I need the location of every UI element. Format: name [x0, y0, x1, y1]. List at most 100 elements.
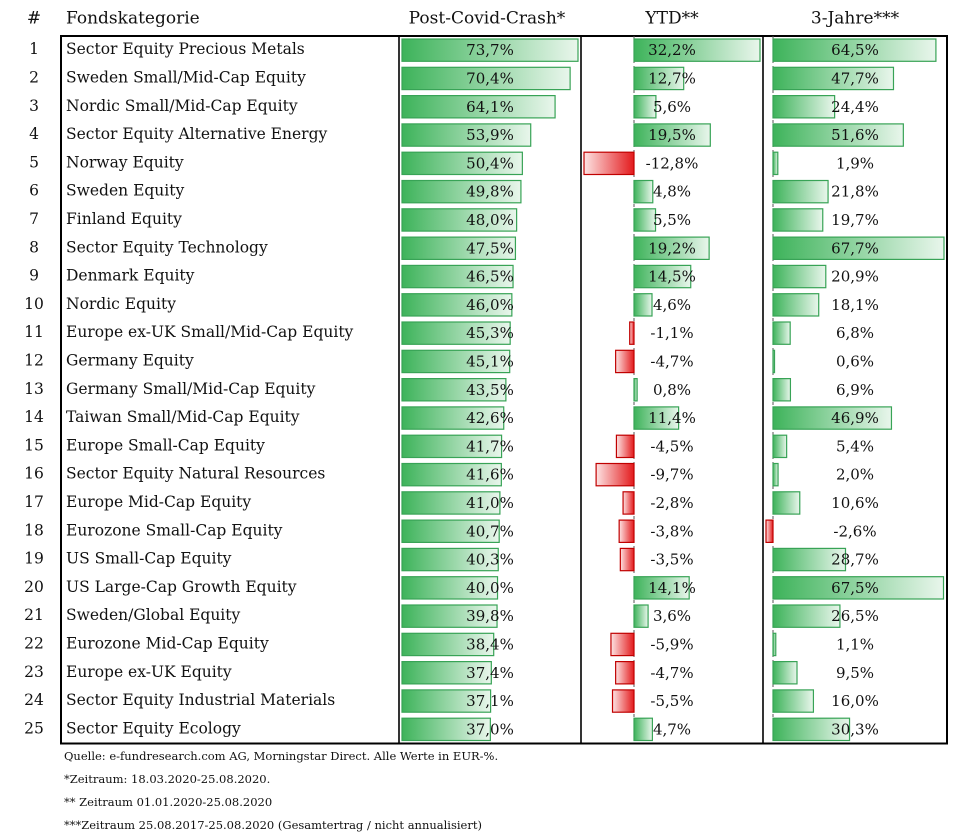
crash-value-label: 39,8%	[466, 607, 514, 625]
three_year-value-label: 47,7%	[831, 69, 879, 87]
three_year-bar	[773, 662, 797, 684]
ytd-bar	[634, 605, 648, 627]
rank-label: 2	[29, 68, 39, 86]
crash-value-label: 40,3%	[466, 551, 514, 569]
category-label: Finland Equity	[66, 210, 182, 228]
category-label: Nordic Small/Mid-Cap Equity	[66, 97, 298, 115]
category-label: Sector Equity Industrial Materials	[66, 691, 335, 709]
ytd-value-label: 14,1%	[648, 579, 696, 597]
category-label: US Small-Cap Equity	[66, 550, 232, 568]
crash-value-label: 73,7%	[466, 41, 514, 59]
ytd-value-label: -3,5%	[650, 551, 693, 569]
ytd-value-label: 32,2%	[648, 41, 696, 59]
three_year-bar	[773, 492, 800, 514]
rank-label: 1	[29, 40, 39, 58]
crash-value-label: 50,4%	[466, 154, 514, 172]
three_year-bar	[773, 181, 828, 203]
ytd-bar	[630, 322, 634, 344]
rank-label: 12	[24, 351, 44, 369]
rank-label: 22	[24, 634, 44, 652]
three_year-bar	[773, 322, 790, 344]
crash-value-label: 37,0%	[466, 720, 514, 738]
three_year-bar	[773, 265, 826, 287]
three_year-bar	[773, 294, 819, 316]
crash-value-label: 40,7%	[466, 522, 514, 540]
three_year-value-label: 26,5%	[831, 607, 879, 625]
crash-value-label: 46,5%	[466, 268, 514, 286]
category-label: Eurozone Small-Cap Equity	[66, 521, 283, 539]
three_year-value-label: 67,5%	[831, 579, 879, 597]
category-label: Europe Mid-Cap Equity	[66, 493, 251, 511]
three_year-value-label: 19,7%	[831, 211, 879, 229]
crash-value-label: 37,4%	[466, 664, 514, 682]
ytd-value-label: 5,5%	[653, 211, 691, 229]
header-post-covid-crash: Post-Covid-Crash*	[409, 9, 566, 29]
ytd-value-label: 4,8%	[653, 183, 691, 201]
three_year-value-label: 0,6%	[836, 352, 874, 370]
category-label: Sweden Small/Mid-Cap Equity	[66, 68, 306, 86]
three_year-value-label: 5,4%	[836, 437, 874, 455]
source-note: Quelle: e-fundresearch.com AG, Morningst…	[64, 749, 498, 763]
three_year-value-label: 51,6%	[831, 126, 879, 144]
crash-value-label: 42,6%	[466, 409, 514, 427]
footnote-3y-period: ***Zeitraum 25.08.2017-25.08.2020 (Gesam…	[64, 818, 482, 832]
three_year-bar	[773, 96, 835, 118]
crash-value-label: 49,8%	[466, 183, 514, 201]
ytd-value-label: 5,6%	[653, 98, 691, 116]
three_year-value-label: 24,4%	[831, 98, 879, 116]
ytd-bar	[616, 350, 634, 372]
rank-label: 5	[29, 153, 39, 171]
category-label: Eurozone Mid-Cap Equity	[66, 634, 269, 652]
category-label: Sector Equity Ecology	[66, 719, 241, 737]
rank-label: 21	[24, 606, 44, 624]
ytd-value-label: -4,7%	[650, 664, 693, 682]
footnote-crash-period: *Zeitraum: 18.03.2020-25.08.2020.	[64, 772, 270, 786]
category-label: Denmark Equity	[66, 267, 195, 285]
rank-label: 14	[24, 408, 44, 426]
rank-label: 9	[29, 267, 39, 285]
category-label: Germany Small/Mid-Cap Equity	[66, 380, 316, 398]
rank-label: 17	[24, 493, 44, 511]
category-label: Germany Equity	[66, 351, 194, 369]
three_year-bar	[773, 350, 775, 372]
ytd-value-label: -1,1%	[650, 324, 693, 342]
rank-label: 23	[24, 663, 44, 681]
rank-label: 3	[29, 97, 39, 115]
three_year-value-label: 10,6%	[831, 494, 879, 512]
fund-category-table: # Fondskategorie Post-Covid-Crash* YTD** 3-J…	[0, 0, 960, 745]
category-label: Europe ex-UK Equity	[66, 663, 232, 681]
header-3-jahre: 3-Jahre***	[811, 9, 900, 29]
ytd-value-label: 11,4%	[648, 409, 696, 427]
crash-value-label: 38,4%	[466, 635, 514, 653]
ytd-value-label: -3,8%	[650, 522, 693, 540]
category-label: Sector Equity Technology	[66, 238, 268, 256]
ytd-bar	[596, 464, 634, 486]
category-label: Norway Equity	[66, 153, 184, 171]
three_year-value-label: 28,7%	[831, 551, 879, 569]
ytd-bar	[634, 294, 652, 316]
ytd-value-label: -4,5%	[650, 437, 693, 455]
three_year-value-label: 30,3%	[831, 720, 879, 738]
crash-value-label: 41,0%	[466, 494, 514, 512]
three_year-value-label: 9,5%	[836, 664, 874, 682]
ytd-value-label: 4,6%	[653, 296, 691, 314]
crash-value-label: 41,7%	[466, 437, 514, 455]
ytd-bar	[634, 379, 637, 401]
ytd-value-label: 14,5%	[648, 268, 696, 286]
ytd-bar	[616, 662, 634, 684]
category-label: Europe ex-UK Small/Mid-Cap Equity	[66, 323, 354, 341]
rank-label: 19	[24, 550, 44, 568]
three_year-bar	[773, 209, 823, 231]
category-label: Sweden Equity	[66, 182, 184, 200]
ytd-value-label: -12,8%	[646, 154, 699, 172]
header-rank: #	[27, 9, 41, 29]
ytd-value-label: 19,5%	[648, 126, 696, 144]
three_year-value-label: 16,0%	[831, 692, 879, 710]
rank-label: 4	[29, 125, 39, 143]
category-label: Europe Small-Cap Equity	[66, 436, 265, 454]
three_year-bar	[773, 690, 813, 712]
three_year-value-label: 6,8%	[836, 324, 874, 342]
rank-label: 20	[24, 578, 44, 596]
crash-value-label: 47,5%	[466, 239, 514, 257]
header-ytd: YTD**	[644, 9, 699, 29]
